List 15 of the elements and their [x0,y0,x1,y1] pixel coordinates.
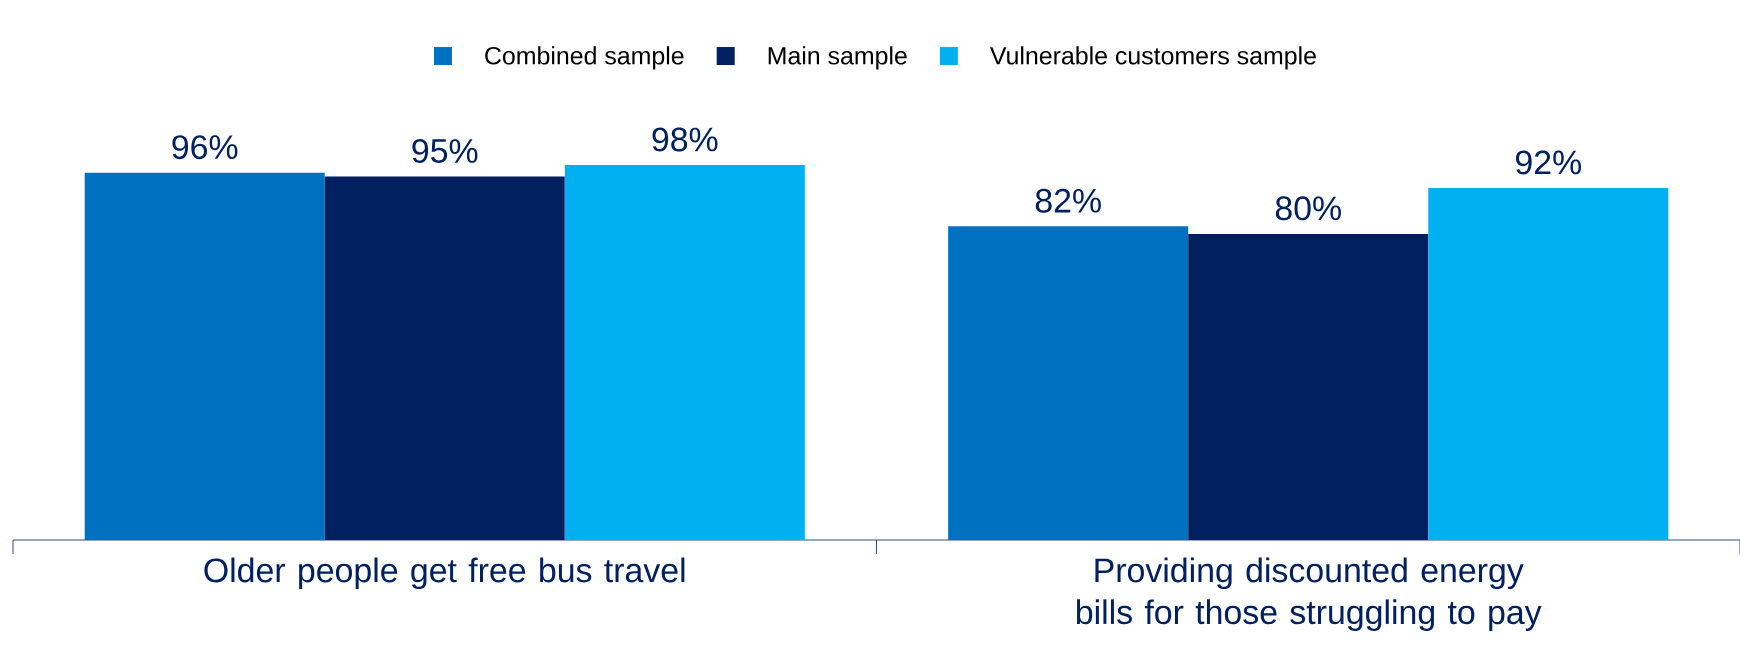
data-label: 95% [412,138,478,163]
x-tick-label: Providing discounted energy bills for those struggling to pay [1076,557,1542,631]
data-label: 92% [1516,150,1581,175]
bar [564,165,805,540]
bar [1428,187,1669,540]
bar [948,226,1189,540]
data-label: 98% [652,127,718,152]
legend-label: Vulnerable customers sample [989,46,1316,70]
data-label: 96% [172,135,238,160]
bar [84,172,325,540]
x-tick-label: Older people get free bus travel [204,557,685,590]
data-label: 80% [1275,196,1341,221]
legend-label: Main sample [768,46,907,70]
data-label: 82% [1035,188,1101,213]
legend-label: Combined sample [485,46,684,70]
